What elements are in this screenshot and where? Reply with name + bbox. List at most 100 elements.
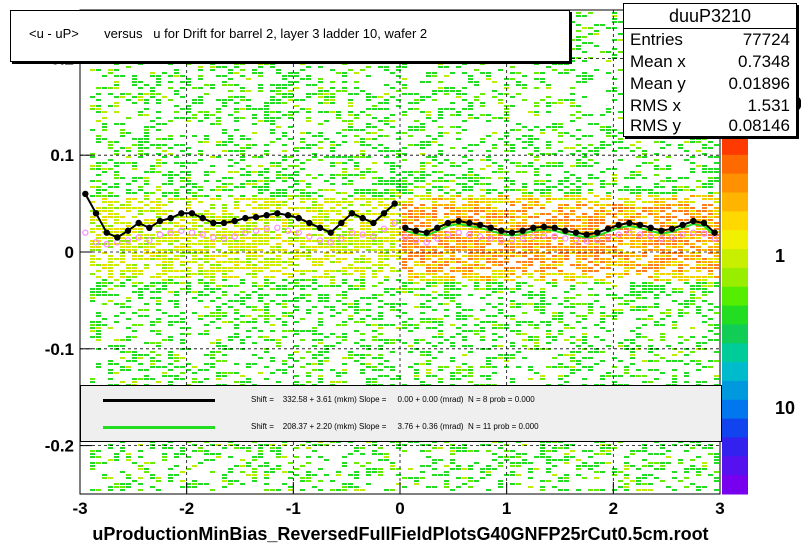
histogram-cell	[168, 135, 173, 137]
histogram-cell	[354, 285, 359, 287]
histogram-cell	[120, 489, 125, 491]
histogram-cell	[378, 261, 383, 263]
histogram-cell	[456, 177, 461, 179]
histogram-cell	[510, 147, 515, 149]
histogram-cell	[318, 159, 323, 161]
histogram-cell	[426, 144, 431, 146]
histogram-cell	[264, 471, 269, 473]
histogram-cell	[258, 453, 263, 455]
histogram-cell	[222, 132, 227, 134]
histogram-cell	[528, 366, 533, 368]
histogram-cell	[378, 339, 383, 341]
histogram-cell	[546, 471, 551, 473]
histogram-cell	[228, 114, 233, 116]
histogram-cell	[378, 270, 383, 272]
histogram-cell	[228, 441, 233, 443]
histogram-cell	[462, 237, 467, 239]
histogram-cell	[282, 93, 287, 95]
histogram-cell	[480, 201, 485, 203]
histogram-cell	[534, 201, 539, 203]
histogram-cell	[252, 108, 257, 110]
histogram-cell	[462, 162, 467, 164]
histogram-cell	[378, 312, 383, 314]
histogram-cell	[432, 474, 437, 476]
histogram-cell	[486, 252, 491, 254]
histogram-cell	[456, 66, 461, 68]
histogram-cell	[546, 441, 551, 443]
histogram-cell	[120, 204, 125, 206]
histogram-cell	[228, 231, 233, 233]
histogram-cell	[240, 375, 245, 377]
histogram-cell	[366, 246, 371, 248]
histogram-cell	[264, 318, 269, 320]
histogram-cell	[114, 111, 119, 113]
histogram-cell	[258, 255, 263, 257]
histogram-cell	[540, 279, 545, 281]
histogram-cell	[240, 147, 245, 149]
histogram-cell	[102, 252, 107, 254]
histogram-cell	[270, 102, 275, 104]
histogram-cell	[396, 483, 401, 485]
histogram-cell	[354, 168, 359, 170]
histogram-cell	[222, 255, 227, 257]
histogram-cell	[210, 267, 215, 269]
histogram-cell	[216, 156, 221, 158]
histogram-cell	[378, 177, 383, 179]
histogram-cell	[240, 153, 245, 155]
histogram-cell	[174, 306, 179, 308]
histogram-cell	[174, 198, 179, 200]
histogram-cell	[264, 219, 269, 221]
histogram-cell	[210, 366, 215, 368]
histogram-cell	[462, 186, 467, 188]
histogram-cell	[252, 258, 257, 260]
histogram-cell	[534, 105, 539, 107]
histogram-cell	[522, 459, 527, 461]
histogram-cell	[138, 93, 143, 95]
histogram-cell	[552, 153, 557, 155]
histogram-cell	[318, 258, 323, 260]
histogram-cell	[138, 207, 143, 209]
histogram-cell	[492, 216, 497, 218]
histogram-cell	[534, 198, 539, 200]
histogram-cell	[522, 246, 527, 248]
histogram-cell	[270, 444, 275, 446]
histogram-cell	[438, 282, 443, 284]
histogram-cell	[390, 324, 395, 326]
histogram-cell	[180, 339, 185, 341]
histogram-cell	[336, 258, 341, 260]
histogram-cell	[516, 285, 521, 287]
histogram-cell	[504, 216, 509, 218]
histogram-cell	[384, 147, 389, 149]
histogram-cell	[486, 240, 491, 242]
histogram-cell	[450, 267, 455, 269]
histogram-cell	[282, 312, 287, 314]
histogram-cell	[204, 369, 209, 371]
histogram-cell	[342, 249, 347, 251]
histogram-cell	[426, 213, 431, 215]
histogram-cell	[384, 102, 389, 104]
histogram-cell	[234, 204, 239, 206]
histogram-cell	[540, 264, 545, 266]
histogram-cell	[432, 267, 437, 269]
histogram-cell	[204, 354, 209, 356]
histogram-cell	[390, 267, 395, 269]
histogram-cell	[288, 126, 293, 128]
histogram-cell	[282, 279, 287, 281]
histogram-cell	[558, 243, 563, 245]
histogram-cell	[192, 114, 197, 116]
histogram-cell	[534, 309, 539, 311]
histogram-cell	[96, 93, 101, 95]
histogram-cell	[498, 462, 503, 464]
histogram-cell	[450, 252, 455, 254]
histogram-cell	[330, 174, 335, 176]
histogram-cell	[480, 249, 485, 251]
histogram-cell	[168, 336, 173, 338]
histogram-cell	[204, 252, 209, 254]
histogram-cell	[138, 444, 143, 446]
histogram-cell	[252, 354, 257, 356]
histogram-cell	[534, 150, 539, 152]
histogram-cell	[186, 153, 191, 155]
histogram-cell	[156, 264, 161, 266]
histogram-cell	[114, 81, 119, 83]
histogram-cell	[330, 177, 335, 179]
